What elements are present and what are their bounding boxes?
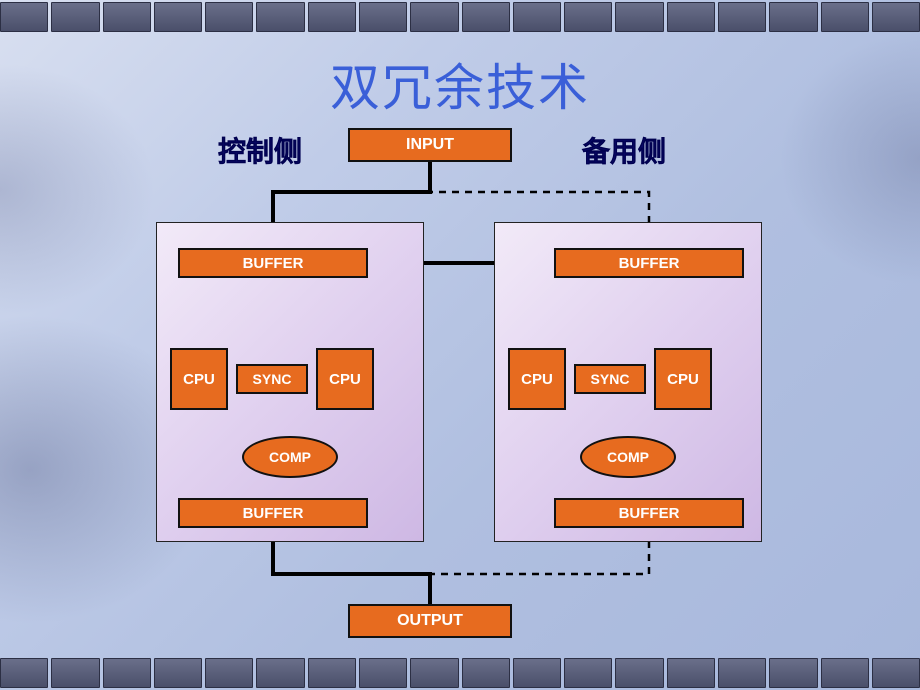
node-sync-right: SYNC [574,364,646,394]
node-cpu-left-1: CPU [170,348,228,410]
node-cpu-left-2: CPU [316,348,374,410]
node-comp-left: COMP [242,436,338,478]
label-control-side: 控制侧 [218,130,302,170]
node-buffer-bottom-left: BUFFER [178,498,368,528]
node-buffer-top-left: BUFFER [178,248,368,278]
node-buffer-top-right: BUFFER [554,248,744,278]
node-cpu-right-2: CPU [654,348,712,410]
node-comp-right: COMP [580,436,676,478]
node-buffer-bottom-right: BUFFER [554,498,744,528]
brick-border-bottom [0,656,920,690]
node-sync-left: SYNC [236,364,308,394]
node-input: INPUT [348,128,512,162]
node-cpu-right-1: CPU [508,348,566,410]
brick-border-top [0,0,920,34]
node-output: OUTPUT [348,604,512,638]
label-standby-side: 备用侧 [582,130,666,170]
page-title: 双冗余技术 [0,48,920,120]
